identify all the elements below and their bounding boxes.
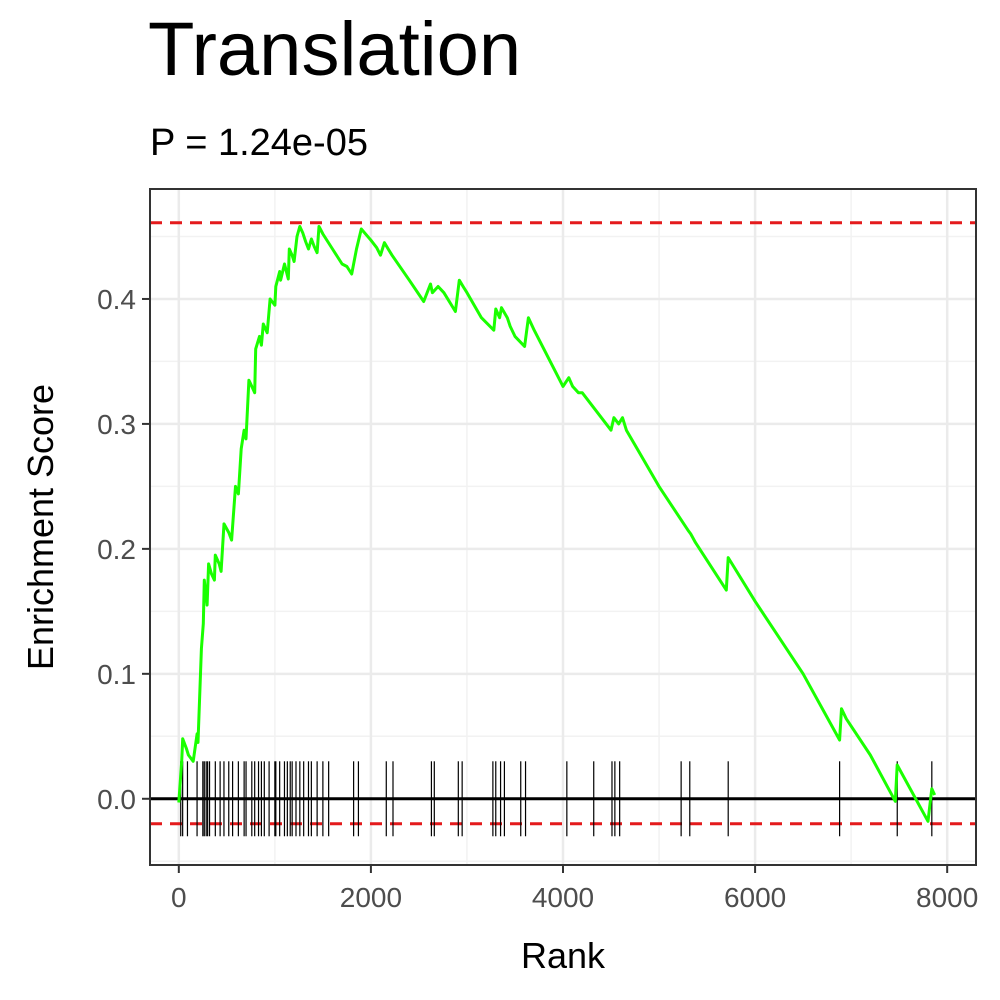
x-tick-label: 6000: [724, 882, 786, 913]
y-tick-label: 0.4: [97, 284, 136, 315]
x-tick-label: 2000: [340, 882, 402, 913]
gene-hit-rug: [180, 761, 933, 837]
x-tick-label: 8000: [916, 882, 978, 913]
y-tick-label: 0.1: [97, 659, 136, 690]
chart-title: Translation: [148, 7, 522, 92]
y-tick-label: 0.2: [97, 534, 136, 565]
y-tick-label: 0.0: [97, 784, 136, 815]
axis-ticks: 0 2000 4000 6000 8000 0.0 0.1 0.2 0.3 0.4: [97, 284, 978, 913]
y-tick-label: 0.3: [97, 409, 136, 440]
x-tick-label: 4000: [532, 882, 594, 913]
chart-subtitle: P = 1.24e-05: [150, 122, 368, 164]
grid-lines: [150, 189, 976, 865]
x-axis-title: Rank: [521, 935, 606, 976]
enrichment-score-line: [177, 225, 937, 823]
series-layer: [177, 225, 937, 823]
y-axis-title: Enrichment Score: [20, 384, 61, 670]
x-tick-label: 0: [171, 882, 187, 913]
